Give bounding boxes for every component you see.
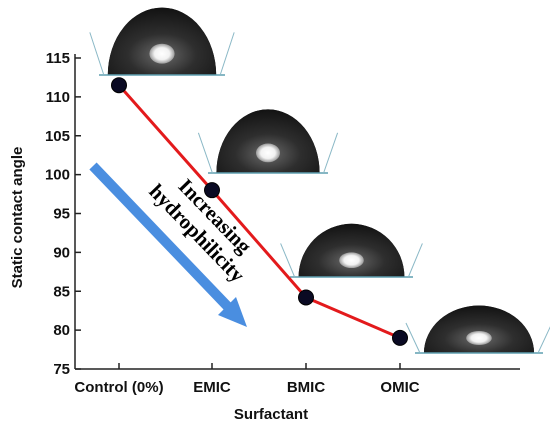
y-axis-title: Static contact angle <box>9 147 26 289</box>
series-line <box>117 84 401 340</box>
data-point-omic <box>392 329 408 346</box>
y-tick-label: 75 <box>53 361 70 378</box>
droplet-icon <box>197 106 339 174</box>
series-contact-angle <box>111 77 408 346</box>
y-tick-label: 90 <box>53 244 70 261</box>
y-tick-label: 115 <box>46 50 70 67</box>
x-ticks: Control (0%) EMIC BMIC OMIC <box>74 363 420 396</box>
droplet-icon <box>89 4 235 76</box>
x-tick-label: EMIC <box>193 379 231 396</box>
x-tick-label: Control (0%) <box>74 379 163 396</box>
droplet-icon <box>280 221 423 278</box>
y-tick-label: 100 <box>45 167 70 184</box>
series-markers <box>111 77 408 346</box>
trend-arrow-icon <box>89 162 235 314</box>
x-axis-title: Surfactant <box>234 406 308 423</box>
y-tick-label: 95 <box>53 206 70 223</box>
axes: 75 80 85 90 95 100 105 110 115 Control (0%) EMIC B… <box>9 50 520 423</box>
droplet-icon <box>405 303 550 354</box>
data-point-emic <box>204 182 220 199</box>
y-ticks: 75 80 85 90 95 100 105 110 115 <box>45 50 81 378</box>
x-tick-label: BMIC <box>287 379 325 396</box>
trend-arrow-head-icon <box>218 297 247 327</box>
data-point-control-0 <box>111 77 127 94</box>
y-tick-label: 85 <box>53 283 70 300</box>
y-tick-label: 80 <box>53 322 70 339</box>
hydrophilicity-annotation: Increasing hydrophilicity <box>89 162 257 327</box>
droplet-images <box>89 4 550 354</box>
y-tick-label: 105 <box>45 128 70 145</box>
x-tick-label: OMIC <box>380 379 419 396</box>
y-tick-label: 110 <box>46 89 70 106</box>
data-point-bmic <box>298 289 314 306</box>
